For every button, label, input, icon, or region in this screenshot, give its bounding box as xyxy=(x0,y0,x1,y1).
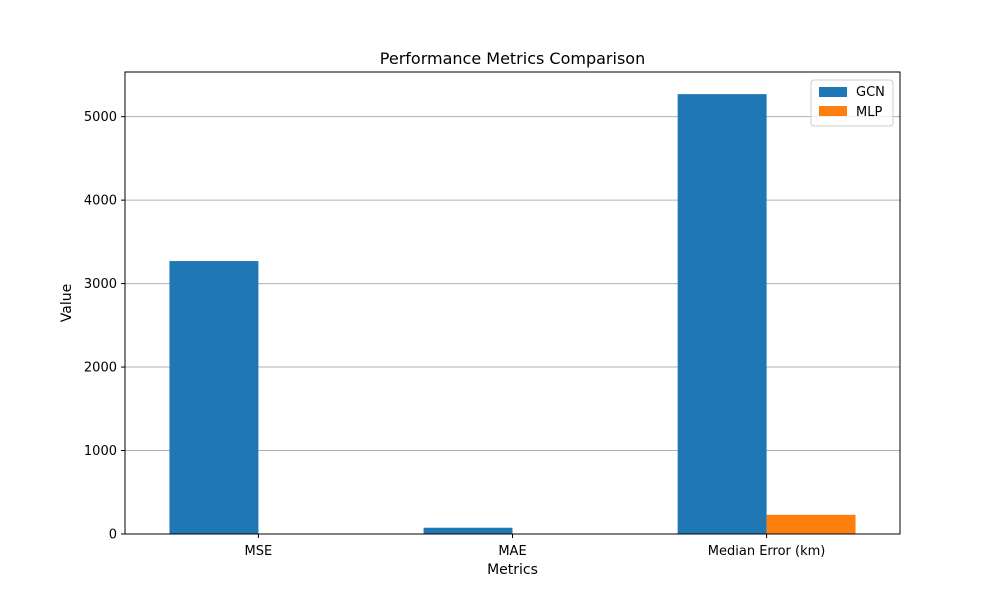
chart-title: Performance Metrics Comparison xyxy=(380,49,645,68)
legend-label-mlp: MLP xyxy=(856,105,882,120)
x-tick-label: Median Error (km) xyxy=(708,544,826,559)
x-axis-ticks: MSE MAE Median Error (km) xyxy=(245,534,826,559)
x-tick-label: MSE xyxy=(245,544,273,559)
bar-gcn-1 xyxy=(424,528,513,534)
x-axis-label: Metrics xyxy=(487,562,538,578)
legend-swatch-mlp xyxy=(819,106,847,116)
y-tick-label: 0 xyxy=(109,528,117,543)
legend: GCN MLP xyxy=(811,80,893,126)
bars xyxy=(169,94,855,534)
y-axis-ticks: 0 1000 2000 3000 4000 5000 xyxy=(84,110,125,542)
legend-swatch-gcn xyxy=(819,87,847,97)
legend-label-gcn: GCN xyxy=(856,85,885,100)
y-tick-label: 1000 xyxy=(84,444,117,459)
y-axis-label: Value xyxy=(59,284,75,322)
y-tick-label: 3000 xyxy=(84,277,117,292)
y-tick-label: 5000 xyxy=(84,110,117,125)
y-tick-label: 4000 xyxy=(84,194,117,209)
x-tick-label: MAE xyxy=(498,544,526,559)
y-tick-label: 2000 xyxy=(84,361,117,376)
bar-gcn-0 xyxy=(169,261,258,534)
bar-mlp-2 xyxy=(767,515,856,534)
bar-gcn-2 xyxy=(678,94,767,534)
